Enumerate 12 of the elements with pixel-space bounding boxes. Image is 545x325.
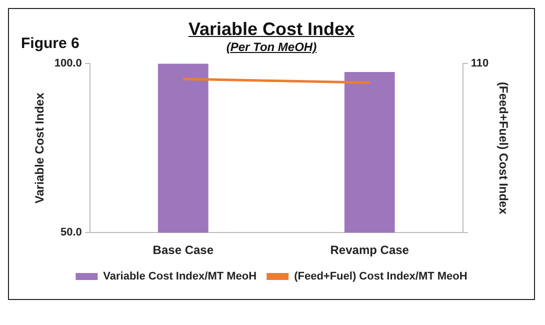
y-tick-label: 100.0 <box>54 58 82 70</box>
x-tick-label: Base Case <box>152 243 214 258</box>
legend-label: (Feed+Fuel) Cost Index/MT MeoH <box>294 270 468 283</box>
y-tick-label: 50.0 <box>60 226 82 239</box>
y-axis-title: Variable Cost Index <box>32 92 47 204</box>
legend-label: Variable Cost Index/MT MeoH <box>103 270 257 283</box>
y2-tick-label: 110 <box>470 58 489 70</box>
x-tick-label: Revamp Case <box>330 243 410 258</box>
chart-title: Variable Cost Index <box>188 19 355 39</box>
caption: Figure 6 <box>21 35 80 52</box>
chart-subtitle: (Per Ton MeOH) <box>226 40 317 54</box>
y2-axis-title: (Feed+Fuel) Cost Index <box>496 82 510 215</box>
